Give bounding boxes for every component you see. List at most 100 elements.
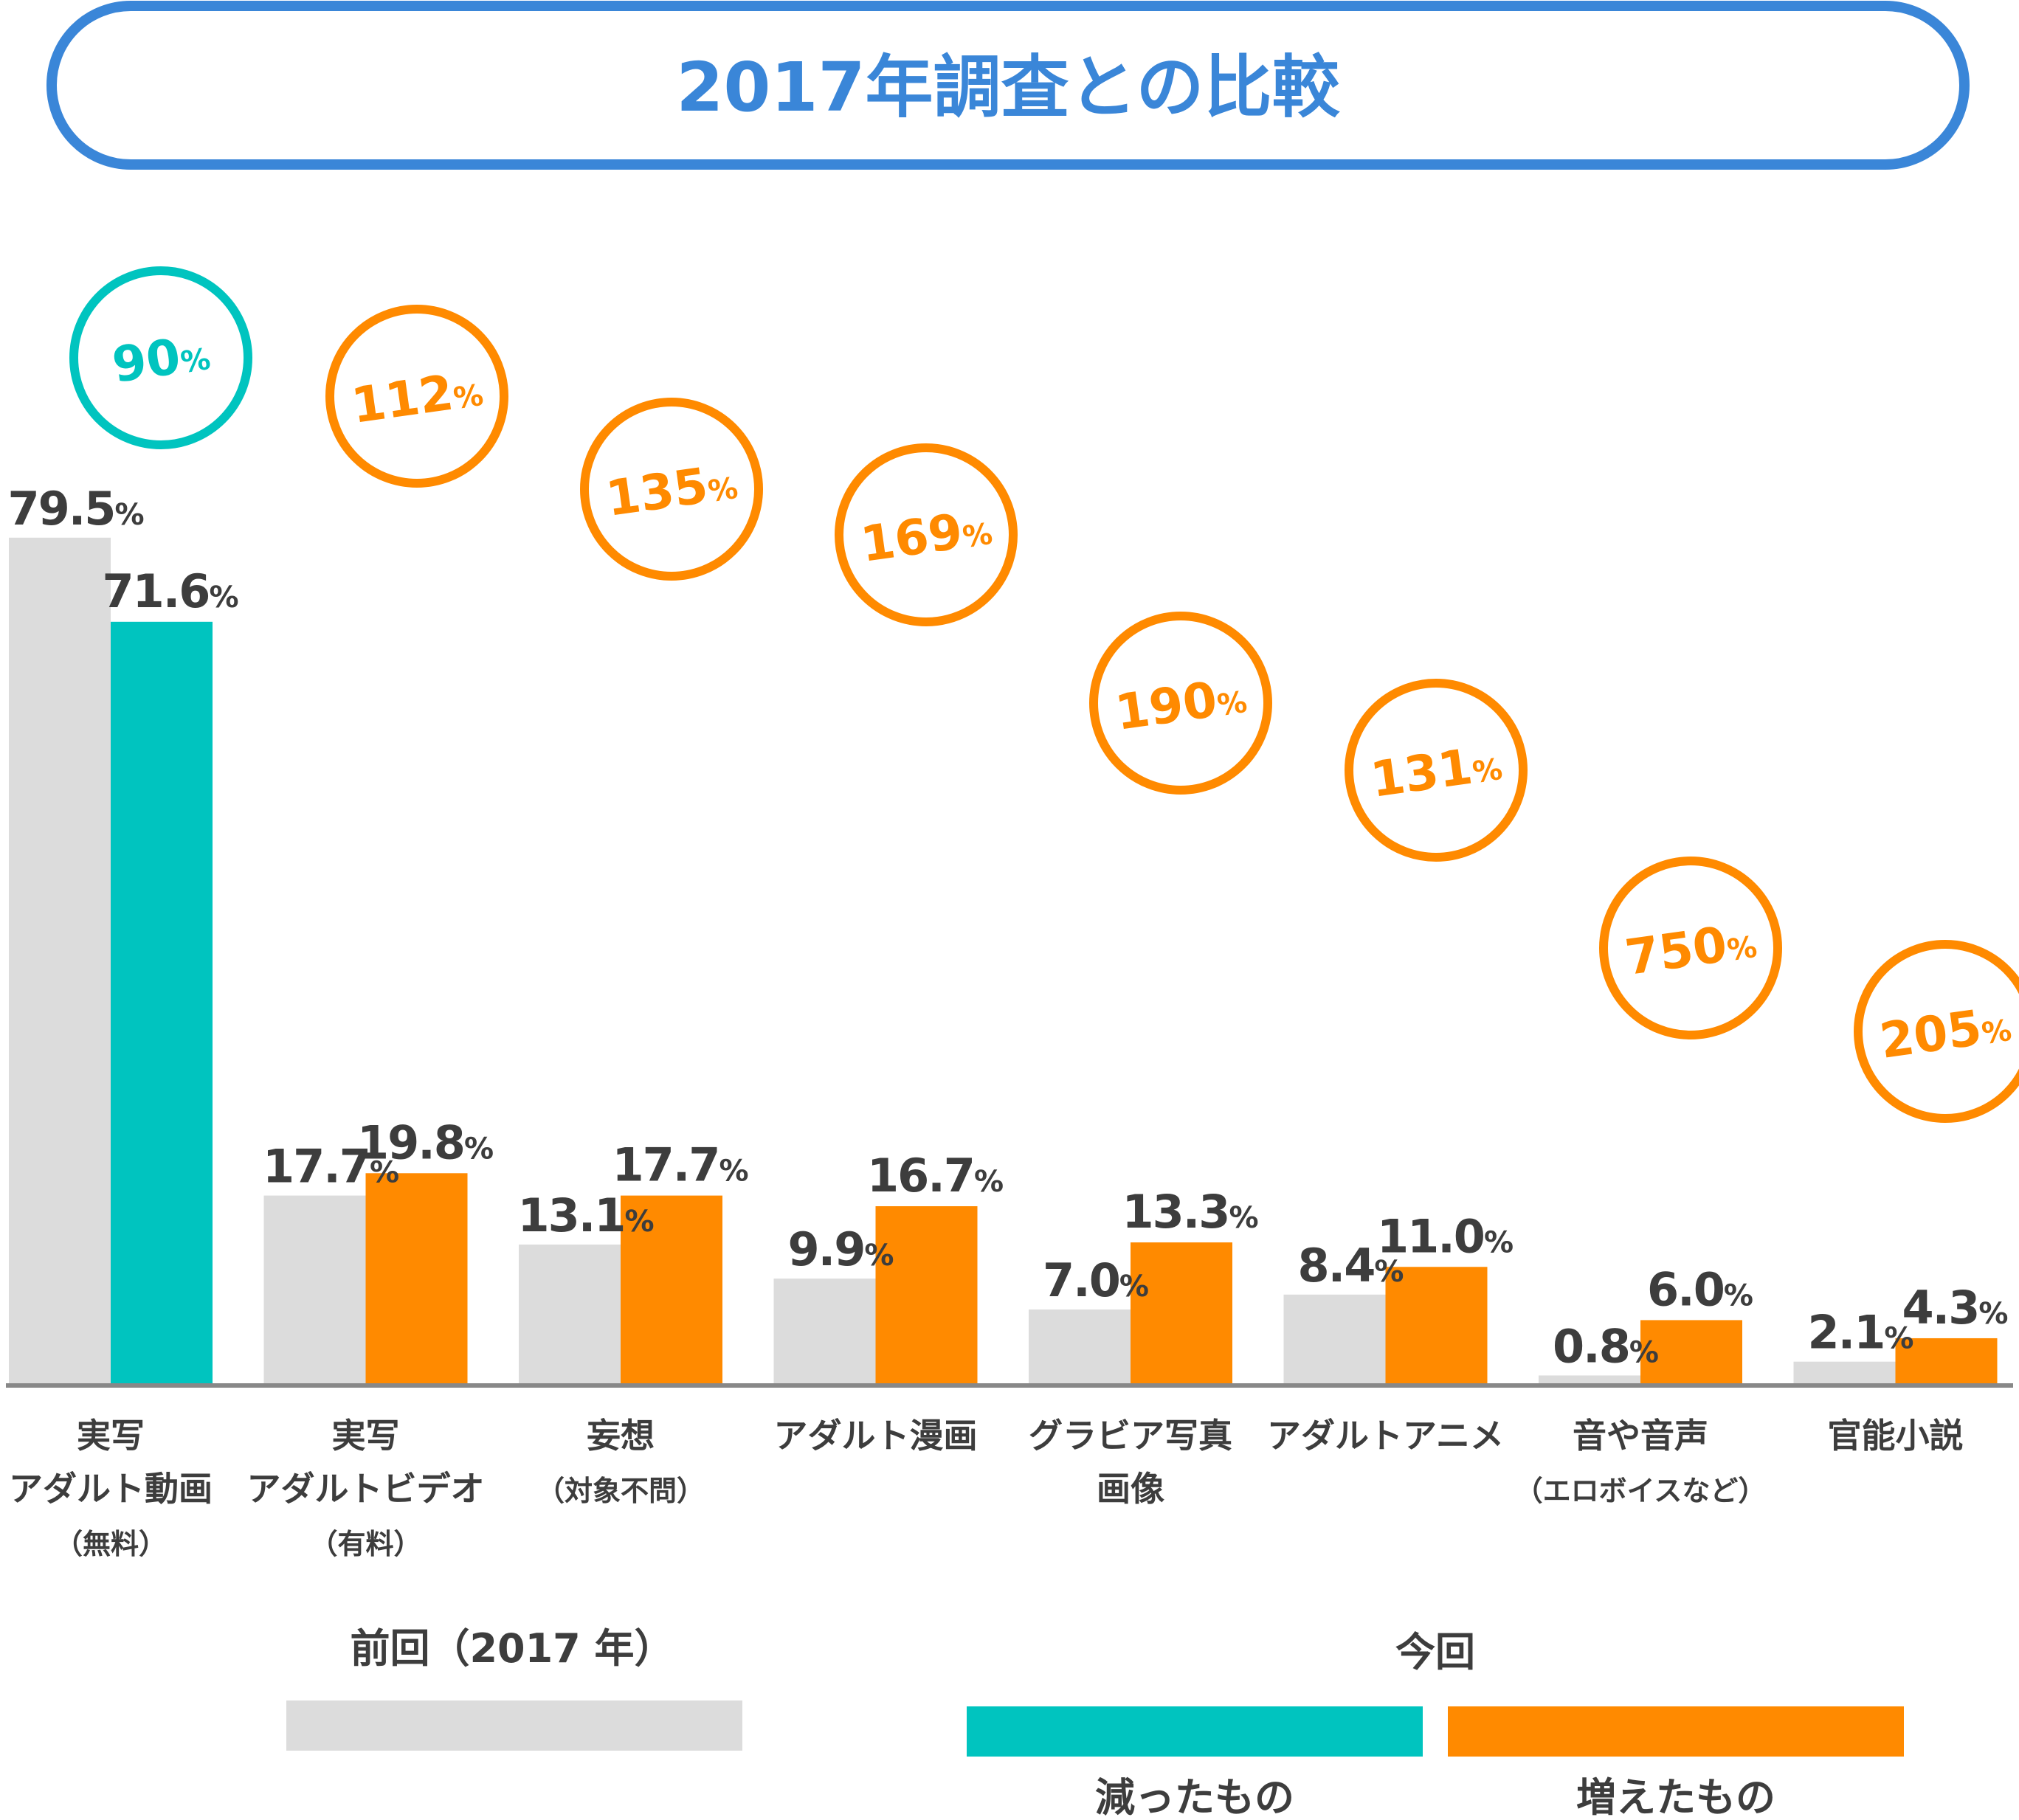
- ratio-label-2: 135%: [603, 453, 741, 527]
- category-label-2-line-0: 妄想: [587, 1416, 655, 1456]
- value-label-current-7-number: 4.3: [1902, 1281, 1979, 1335]
- legend-increased-label: 増えたもの: [1576, 1774, 1775, 1820]
- bar-current-3: [875, 1206, 978, 1384]
- value-label-previous-4: 7.0%: [1043, 1253, 1149, 1307]
- value-label-current-5: 11.0%: [1377, 1209, 1514, 1263]
- ratio-badge-1: [325, 305, 508, 488]
- bar-previous-7: [1793, 1361, 1896, 1384]
- bar-previous-6: [1539, 1375, 1640, 1384]
- title-frame: [46, 1, 1970, 170]
- ratio-label-5-number: 131: [1367, 738, 1476, 809]
- bar-current-0: [111, 621, 213, 1384]
- category-label-5-line-0: アダルトアニメ: [1267, 1416, 1504, 1456]
- value-label-previous-4-unit: %: [1119, 1270, 1149, 1304]
- bar-current-5: [1385, 1267, 1488, 1384]
- value-label-current-3-unit: %: [974, 1165, 1004, 1199]
- category-label-4-line-0: グラビア写真: [1029, 1416, 1232, 1456]
- legend-previous-label: 前回（2017 年）: [350, 1625, 674, 1672]
- value-label-current-7-unit: %: [1978, 1297, 2008, 1331]
- value-label-current-3: 16.7%: [867, 1149, 1004, 1203]
- bar-current-1: [365, 1173, 468, 1384]
- ratio-label-1-unit: %: [452, 378, 486, 416]
- ratio-label-4-unit: %: [1215, 685, 1249, 723]
- bar-current-7: [1895, 1338, 1998, 1384]
- value-label-current-2: 17.7%: [612, 1138, 748, 1192]
- value-label-previous-4-number: 7.0: [1043, 1253, 1119, 1307]
- ratio-badge-5: [1345, 679, 1528, 862]
- category-label-1-line-1: アダルトビデオ: [247, 1469, 485, 1509]
- ratio-label-0: 90%: [109, 324, 213, 394]
- legend-increased-swatch: [1448, 1706, 1904, 1757]
- value-label-current-6-unit: %: [1724, 1279, 1753, 1312]
- category-label-0-line-2: （無料）: [55, 1528, 167, 1560]
- category-label-4-line-1: 画像: [1097, 1469, 1164, 1509]
- bar-previous-2: [519, 1244, 621, 1384]
- value-label-current-1-unit: %: [464, 1132, 494, 1166]
- ratio-label-3-number: 169: [857, 503, 966, 573]
- value-label-current-6: 6.0%: [1647, 1262, 1753, 1316]
- ratio-label-4-number: 190: [1112, 671, 1221, 741]
- value-label-current-1: 19.8%: [357, 1115, 494, 1169]
- category-label-1-line-0: 実写: [332, 1416, 400, 1456]
- value-label-previous-1-number: 17.7: [263, 1140, 370, 1194]
- bar-previous-5: [1283, 1294, 1386, 1384]
- value-label-current-3-number: 16.7: [867, 1149, 974, 1203]
- value-label-current-5-unit: %: [1484, 1225, 1514, 1259]
- ratio-badge-4: [1089, 612, 1272, 795]
- bars-layer: [9, 537, 1998, 1385]
- legend-decreased-swatch: [967, 1706, 1423, 1757]
- bar-previous-0: [9, 537, 111, 1385]
- legend-previous-swatch: [286, 1700, 742, 1751]
- category-label-0-line-1: アダルト動画: [9, 1469, 213, 1509]
- value-label-current-4-number: 13.3: [1122, 1185, 1229, 1239]
- category-label-0-line-0: 実写: [77, 1416, 145, 1456]
- ratio-label-2-unit: %: [706, 471, 740, 509]
- ratio-badge-7: [1854, 940, 2019, 1123]
- value-label-previous-0-unit: %: [114, 498, 144, 532]
- value-label-current-6-number: 6.0: [1647, 1262, 1724, 1316]
- ratio-label-3-unit: %: [961, 517, 995, 555]
- bar-current-4: [1131, 1242, 1232, 1384]
- value-label-previous-5: 8.4%: [1298, 1239, 1404, 1293]
- ratio-badge-6: [1599, 857, 1782, 1039]
- value-label-current-5-number: 11.0: [1377, 1209, 1484, 1263]
- value-label-current-0-number: 71.6: [102, 564, 209, 618]
- bar-previous-4: [1029, 1309, 1131, 1384]
- value-label-current-2-unit: %: [719, 1155, 748, 1188]
- value-label-previous-1: 17.7%: [263, 1140, 399, 1194]
- value-label-previous-6: 0.8%: [1553, 1319, 1659, 1373]
- ratio-label-0-unit: %: [179, 342, 213, 380]
- category-label-2-line-1: （対象不問）: [536, 1475, 705, 1507]
- value-label-previous-7-unit: %: [1884, 1322, 1913, 1356]
- category-label-6-line-1: （エロボイスなど）: [1515, 1475, 1767, 1507]
- value-labels-layer: 79.5%71.6%17.7%19.8%13.1%17.7%9.9%16.7%7…: [7, 482, 2008, 1374]
- legend: 前回（2017 年） 今回 減ったもの 増えたもの: [286, 1625, 1904, 1820]
- chart-title: 2017年調査との比較: [676, 48, 1340, 127]
- ratio-badges-layer: 90%112%135%169%190%131%750%205%: [69, 266, 2019, 1123]
- bar-previous-1: [263, 1195, 366, 1384]
- value-label-current-2-number: 17.7: [612, 1138, 719, 1192]
- value-label-previous-7-number: 2.1: [1808, 1306, 1885, 1360]
- value-label-previous-1-unit: %: [370, 1156, 399, 1190]
- value-label-current-4-unit: %: [1229, 1201, 1258, 1235]
- value-label-previous-3-number: 9.9: [788, 1222, 865, 1276]
- value-label-previous-3-unit: %: [864, 1239, 894, 1273]
- bar-current-2: [621, 1195, 722, 1384]
- value-label-current-1-number: 19.8: [357, 1115, 464, 1169]
- ratio-badge-2: [580, 398, 763, 581]
- value-label-previous-0-number: 79.5: [7, 482, 114, 536]
- legend-current-label: 今回: [1395, 1629, 1475, 1675]
- ratio-label-3: 169%: [857, 499, 995, 573]
- ratio-badge-0: [69, 266, 252, 449]
- value-label-current-0: 71.6%: [102, 564, 238, 618]
- ratio-label-7-number: 205: [1877, 1000, 1985, 1070]
- category-label-7-line-0: 官能小説: [1828, 1416, 1964, 1456]
- category-label-1-line-2: （有料）: [309, 1528, 421, 1560]
- ratio-label-0-number: 90: [109, 328, 184, 394]
- value-label-previous-3: 9.9%: [788, 1222, 894, 1276]
- ratio-label-7: 205%: [1877, 995, 2015, 1070]
- value-label-current-0-unit: %: [209, 581, 238, 615]
- ratio-label-6: 750%: [1622, 912, 1760, 986]
- ratio-label-1: 112%: [348, 360, 486, 435]
